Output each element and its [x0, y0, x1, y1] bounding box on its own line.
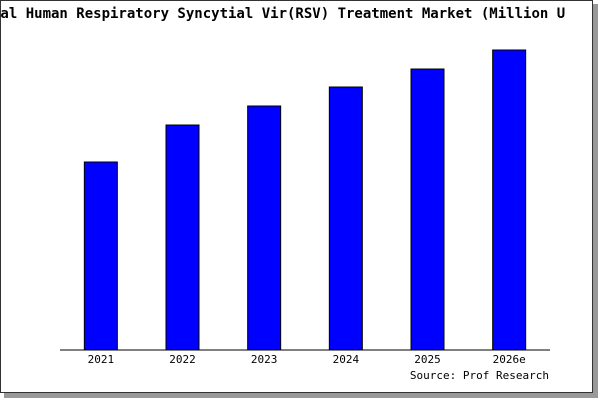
- x-tick-label: 2023: [251, 353, 278, 366]
- bar: [247, 105, 282, 351]
- bar: [328, 86, 363, 351]
- bar: [410, 68, 445, 351]
- x-tick-label: 2026e: [493, 353, 526, 366]
- x-tick-label: 2022: [169, 353, 196, 366]
- x-tick-label: 2024: [333, 353, 360, 366]
- x-tick-label: 2021: [88, 353, 115, 366]
- bar: [165, 124, 200, 351]
- x-tick-label: 2025: [414, 353, 441, 366]
- bar: [83, 161, 118, 351]
- source: Source: Prof Research: [410, 369, 549, 382]
- chart-title: bal Human Respiratory Syncytial Vir(RSV)…: [0, 6, 565, 22]
- bar: [492, 49, 527, 351]
